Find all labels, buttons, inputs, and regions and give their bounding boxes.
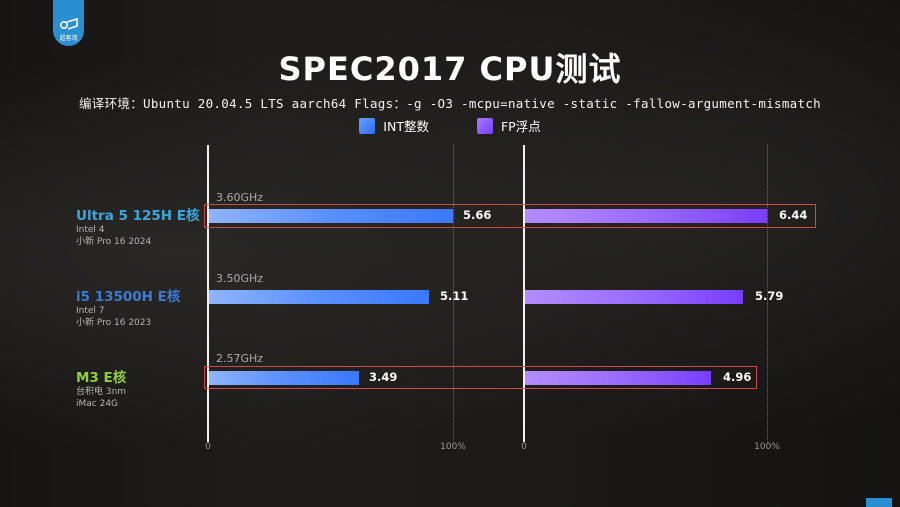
fp-100-gridline bbox=[767, 145, 768, 442]
chart-subtitle: 编译环境：Ubuntu 20.04.5 LTS aarch64 Flags：-g… bbox=[79, 96, 821, 111]
chart-title: SPEC2017 CPU测试 bbox=[278, 50, 622, 88]
cpu-name: i5 13500H E核 bbox=[76, 289, 181, 305]
int-100-gridline bbox=[453, 145, 454, 442]
cpu-device: 小新 Pro 16 2023 bbox=[76, 318, 152, 328]
int-value: 5.11 bbox=[440, 289, 469, 303]
fp-tick-100: 100% bbox=[754, 442, 780, 452]
fp-axis-line bbox=[523, 145, 525, 442]
int-value: 3.49 bbox=[369, 370, 398, 384]
cpu-frequency: 2.57GHz bbox=[216, 352, 264, 365]
fp-swatch-icon bbox=[476, 117, 493, 134]
cpu-device: iMac 24G bbox=[76, 399, 119, 409]
logo-text: 超客湾 bbox=[59, 35, 78, 42]
int-bar bbox=[209, 290, 429, 304]
legend-item-int: INT整数 bbox=[359, 116, 429, 135]
cpu-label-i5: i5 13500H E核 Intel 7 小新 Pro 16 2023 bbox=[76, 289, 180, 329]
legend: INT整数 FP浮点 bbox=[0, 116, 900, 135]
cpu-process: Intel 7 bbox=[76, 306, 105, 316]
legend-label-int: INT整数 bbox=[383, 119, 429, 134]
int-bar bbox=[209, 209, 453, 223]
fp-bar bbox=[525, 371, 711, 385]
cpu-name: Ultra 5 125H E核 bbox=[76, 208, 200, 224]
fp-value: 4.96 bbox=[723, 370, 752, 384]
cpu-frequency: 3.50GHz bbox=[216, 272, 264, 285]
cpu-process: Intel 4 bbox=[76, 225, 105, 235]
highlight-box bbox=[204, 204, 816, 228]
cpu-frequency: 3.60GHz bbox=[216, 191, 264, 204]
cpu-device: 小新 Pro 16 2024 bbox=[76, 237, 152, 247]
int-swatch-icon bbox=[359, 117, 376, 134]
fp-tick-0: 0 bbox=[521, 442, 527, 452]
int-bar bbox=[209, 371, 359, 385]
fp-bar bbox=[525, 290, 743, 304]
cpu-process: 台积电 3nm bbox=[76, 387, 127, 397]
int-axis-line bbox=[207, 145, 209, 442]
int-value: 5.66 bbox=[463, 208, 492, 222]
fp-value: 6.44 bbox=[779, 208, 808, 222]
logo-icon bbox=[59, 17, 78, 30]
legend-label-fp: FP浮点 bbox=[500, 119, 541, 134]
brand-logo: 超客湾 bbox=[53, 0, 84, 46]
fp-value: 5.79 bbox=[755, 289, 784, 303]
cpu-label-ultra5: Ultra 5 125H E核 Intel 4 小新 Pro 16 2024 bbox=[76, 208, 200, 248]
cpu-name: M3 E核 bbox=[76, 370, 127, 386]
cpu-label-m3: M3 E核 台积电 3nm iMac 24G bbox=[76, 370, 126, 410]
int-tick-0: 0 bbox=[205, 442, 211, 452]
corner-badge bbox=[866, 498, 892, 507]
fp-bar bbox=[525, 209, 767, 223]
highlight-box bbox=[204, 366, 757, 389]
int-tick-100: 100% bbox=[440, 442, 466, 452]
legend-item-fp: FP浮点 bbox=[476, 116, 541, 135]
